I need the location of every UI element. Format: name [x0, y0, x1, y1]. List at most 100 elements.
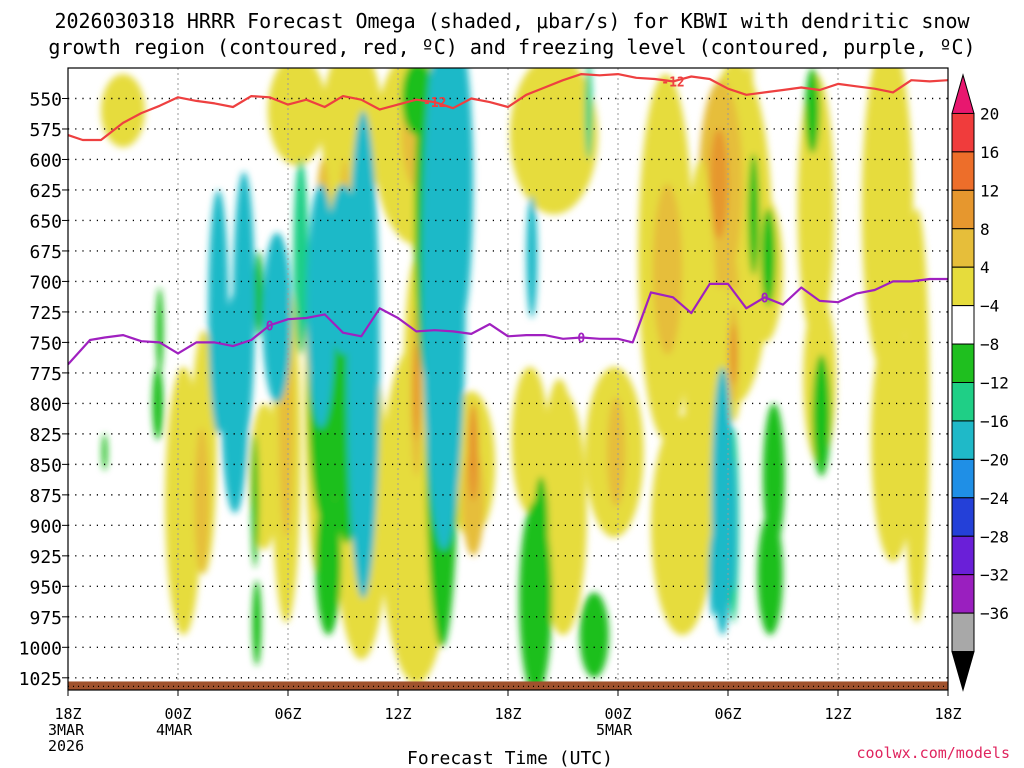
omega-min-cell-12 [440, 171, 455, 319]
x-tick-label-6-0: 06Z [714, 705, 741, 723]
omega-cell-58 [254, 250, 264, 337]
y-tick-label-750: 750 [29, 333, 62, 354]
ground-band [68, 681, 948, 690]
colorbar-swatch-2 [951, 151, 975, 191]
y-tick-label-625: 625 [29, 181, 62, 202]
y-axis: 550 575 600 625 650 675 700 725 750 775 800 825 850 8… [19, 89, 68, 690]
omega-min-cell-14 [714, 409, 728, 593]
omega-cell-50 [412, 342, 421, 440]
colorbar-label-0: 20 [980, 104, 999, 123]
omega-cell-5 [509, 68, 598, 215]
x-tick-label-5-1: 5MAR [596, 721, 633, 739]
colorbar-swatch-5 [951, 266, 975, 307]
colorbar-label-5: −4 [980, 297, 999, 316]
omega-cell-36 [101, 74, 145, 148]
omega-min-cell-10 [526, 196, 538, 319]
omega-min-cell-8 [356, 202, 374, 434]
colorbar-swatch-14 [951, 612, 975, 653]
omega-min-cell-4 [262, 232, 292, 404]
x-tick-label-2-0: 06Z [274, 705, 301, 723]
omega-cell-74 [812, 354, 831, 477]
colorbar-label-13: −36 [980, 604, 1009, 623]
omega-cell-53 [729, 324, 738, 386]
omega-min-cell-15 [708, 531, 718, 617]
omega-cell-49 [467, 403, 479, 501]
contour-label-1-1: 0 [577, 332, 585, 347]
x-tick-label-8-0: 18Z [934, 705, 961, 723]
x-tick-label-1-0: 00Z [164, 705, 191, 723]
colorbar-label-1: 16 [980, 143, 999, 162]
colorbar-swatch-6 [951, 305, 975, 345]
y-tick-label-775: 775 [29, 364, 62, 385]
omega-cell-55 [152, 366, 164, 440]
contours: -12 -12 0 0 0 [68, 72, 948, 366]
chart-title-line-2: growth region (contoured, red, ºC) and f… [48, 35, 976, 59]
colorbar-swatch-9 [951, 420, 975, 460]
colorbar-swatch-12 [951, 535, 975, 576]
y-tick-label-675: 675 [29, 242, 62, 263]
colorbar-label-9: −20 [980, 450, 1009, 469]
omega-cell-71 [762, 403, 785, 550]
contour-line-1 [68, 277, 948, 366]
omega-cell-0 [267, 68, 327, 166]
contour-label-1-0: 0 [266, 319, 274, 334]
gridlines [68, 68, 948, 690]
omega-cell-82 [585, 68, 593, 160]
omega-cell-56 [101, 433, 108, 471]
y-tick-label-925: 925 [29, 547, 62, 568]
omega-cell-67 [533, 476, 549, 575]
colorbar-label-10: −24 [980, 489, 1009, 508]
contour-label-1-2: 0 [761, 291, 769, 306]
colorbar-swatch-10 [951, 458, 975, 499]
y-tick-label-900: 900 [29, 516, 62, 537]
colorbar-label-11: −28 [980, 527, 1009, 546]
colorbar-arrow-bottom [951, 651, 975, 692]
omega-cell-68 [579, 592, 609, 678]
colorbar-label-4: 4 [980, 258, 990, 277]
y-tick-label-850: 850 [29, 455, 62, 476]
contour-line-0 [68, 72, 948, 142]
omega-cell-9 [709, 128, 728, 239]
omega-cell-69 [748, 153, 760, 276]
y-tick-label-725: 725 [29, 303, 62, 324]
y-tick-label-800: 800 [29, 394, 62, 415]
chart-title-line-1: 2026030318 HRRR Forecast Omega (shaded, … [54, 9, 970, 33]
omega-cell-59 [251, 433, 259, 569]
omega-cell-63 [315, 488, 342, 636]
omega-cell-60 [252, 580, 262, 666]
y-tick-label-575: 575 [29, 120, 62, 141]
colorbar-label-7: −12 [980, 374, 1009, 393]
colorbar-label-2: 12 [980, 181, 999, 200]
omega-cell-41 [607, 397, 626, 508]
colorbar-swatch-11 [951, 497, 975, 537]
omega-cell-75 [805, 68, 820, 154]
colorbar-swatch-3 [951, 189, 975, 230]
y-tick-label-650: 650 [29, 211, 62, 232]
x-tick-label-4-0: 18Z [494, 705, 521, 723]
omega-cell-79 [293, 159, 309, 355]
omega-shading-cells [101, 68, 930, 690]
colorbar-arrow-top [951, 73, 975, 114]
y-tick-label-950: 950 [29, 577, 62, 598]
y-tick-label-700: 700 [29, 272, 62, 293]
colorbar-label-8: −16 [980, 412, 1009, 431]
x-tick-label-0-1: 3MAR [48, 721, 85, 739]
colorbar-label-3: 8 [980, 220, 990, 239]
x-tick-label-5-0: 00Z [604, 705, 631, 723]
x-tick-label-1-1: 4MAR [156, 721, 193, 739]
omega-shading [101, 68, 930, 690]
y-tick-label-600: 600 [29, 150, 62, 171]
colorbar-label-6: −8 [980, 335, 999, 354]
y-tick-label-1025: 1025 [19, 669, 62, 690]
colorbar: 20 16 12 8 4 −4 −8 −12 −16 −20 −24 −28 −32 −36 [951, 73, 1009, 692]
omega-cell-72 [761, 208, 776, 306]
omega-cell-26 [904, 208, 930, 623]
colorbar-swatch-8 [951, 382, 975, 422]
y-tick-label-975: 975 [29, 608, 62, 629]
omega-cell-11 [797, 74, 835, 343]
colorbar-swatch-4 [951, 228, 975, 268]
colorbar-swatch-7 [951, 343, 975, 383]
x-axis-title: Forecast Time (UTC) [407, 748, 613, 768]
